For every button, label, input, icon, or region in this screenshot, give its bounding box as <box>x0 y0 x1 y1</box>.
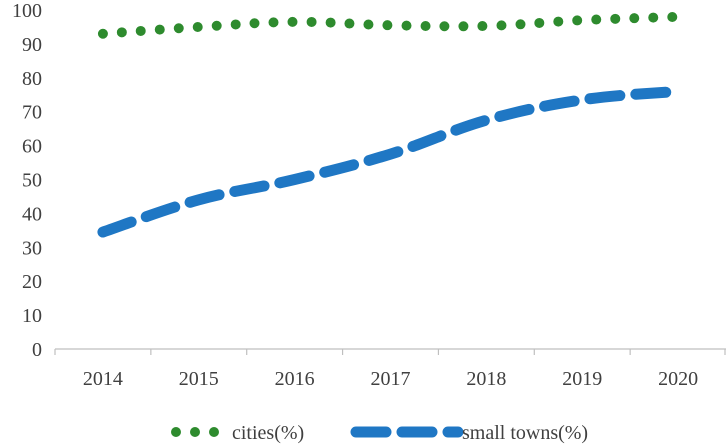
y-tick-label: 60 <box>22 136 42 158</box>
x-tick-label: 2017 <box>371 368 411 390</box>
series-layer <box>97 11 684 238</box>
y-tick-label: 70 <box>22 102 42 124</box>
series-cities <box>97 11 684 39</box>
x-tick-label: 2016 <box>275 368 315 390</box>
y-tick-label: 0 <box>32 339 42 361</box>
y-tick-label: 90 <box>22 34 42 56</box>
y-tick-label: 20 <box>22 271 42 293</box>
legend: cities(%) small towns(%) <box>171 422 588 444</box>
series-line <box>97 11 684 39</box>
x-axis-ticks <box>54 349 726 355</box>
x-tick-label: 2014 <box>83 368 123 390</box>
legend-item-small-towns: small towns(%) <box>350 422 588 444</box>
series-line <box>97 85 684 238</box>
y-tick-label: 100 <box>12 0 42 22</box>
y-axis-tick-labels: 0 10 20 30 40 50 60 70 80 90 100 <box>12 0 42 361</box>
y-tick-label: 80 <box>22 68 42 90</box>
x-tick-label: 2019 <box>562 368 602 390</box>
legend-label: small towns(%) <box>462 422 588 444</box>
y-tick-label: 30 <box>22 237 42 259</box>
x-tick-label: 2020 <box>658 368 698 390</box>
legend-item-cities: cities(%) <box>171 422 304 444</box>
x-tick-label: 2018 <box>466 368 506 390</box>
x-axis-tick-labels: 2014 2015 2016 2017 2018 2019 2020 <box>83 368 698 390</box>
y-tick-label: 10 <box>22 305 42 327</box>
series-small-towns <box>97 85 684 238</box>
y-tick-label: 50 <box>22 170 42 192</box>
y-tick-label: 40 <box>22 203 42 225</box>
x-tick-label: 2015 <box>179 368 219 390</box>
legend-label: cities(%) <box>232 422 304 444</box>
